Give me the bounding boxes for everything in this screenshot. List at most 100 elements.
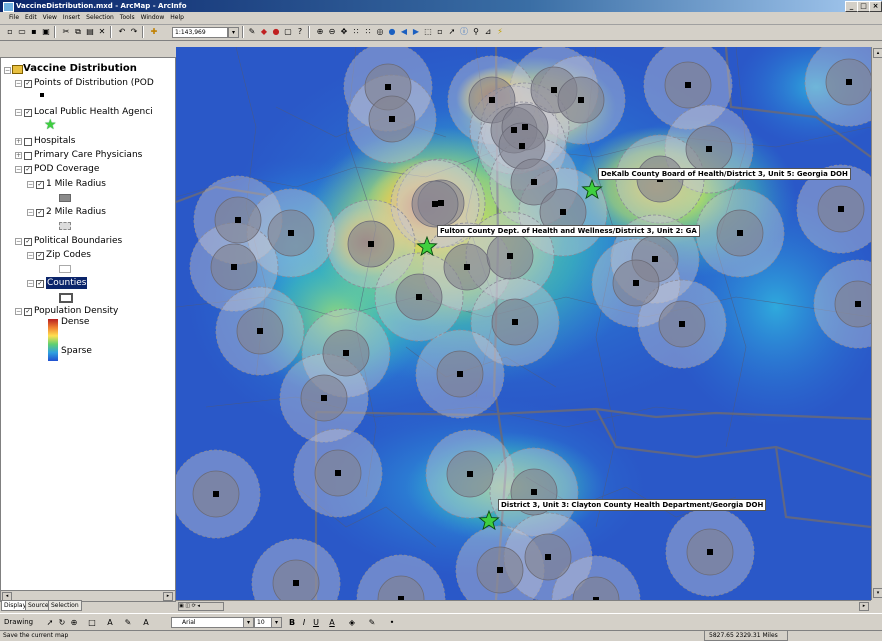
layer-local-public-health[interactable]: Local Public Health Agenci <box>34 107 153 117</box>
pod-point[interactable] <box>288 230 294 236</box>
zoom-out-icon[interactable]: ⊖ <box>328 27 336 36</box>
globe-icon[interactable]: ● <box>388 27 396 36</box>
bold-button[interactable]: B <box>288 618 296 627</box>
find-icon[interactable]: ⚲ <box>473 27 479 36</box>
pod-point[interactable] <box>531 179 537 185</box>
pod-point[interactable] <box>213 491 219 497</box>
layer-hospitals[interactable]: Hospitals <box>34 136 76 146</box>
font-chevron-down-icon[interactable]: ▾ <box>243 617 254 628</box>
print-icon[interactable]: ▣ <box>42 27 50 36</box>
expander-density[interactable]: − <box>15 308 22 315</box>
dataframe-label[interactable]: Vaccine Distribution <box>23 63 137 74</box>
menu-insert[interactable]: Insert <box>62 14 81 21</box>
pod-point[interactable] <box>512 319 518 325</box>
editor-icon[interactable]: ✎ <box>248 27 256 36</box>
pod-point[interactable] <box>685 82 691 88</box>
pod-point[interactable] <box>633 280 639 286</box>
layer-political-boundaries[interactable]: Political Boundaries <box>34 236 123 246</box>
back-icon[interactable]: ◀ <box>400 27 408 36</box>
open-icon[interactable]: ▭ <box>18 27 26 36</box>
menu-help[interactable]: Help <box>170 14 184 21</box>
arccatalog-icon[interactable]: ● <box>272 27 280 36</box>
pan-icon[interactable]: ✥ <box>340 27 348 36</box>
pod-point[interactable] <box>321 395 327 401</box>
checkbox-pods[interactable]: ✓ <box>24 80 32 88</box>
add-data-icon[interactable]: ✚ <box>150 27 158 36</box>
redo-icon[interactable]: ↷ <box>130 27 138 36</box>
pod-point[interactable] <box>457 371 463 377</box>
undo-icon[interactable]: ↶ <box>118 27 126 36</box>
menu-edit[interactable]: Edit <box>25 14 37 21</box>
pod-point[interactable] <box>416 294 422 300</box>
pod-point[interactable] <box>679 321 685 327</box>
checkbox-primary-care[interactable] <box>24 152 32 160</box>
full-extent-icon[interactable]: ◎ <box>376 27 384 36</box>
scroll-right-map-icon[interactable]: ▸ <box>859 602 869 611</box>
pod-point[interactable] <box>343 350 349 356</box>
python-icon[interactable]: ▢ <box>284 27 292 36</box>
pod-point[interactable] <box>652 256 658 262</box>
layer-points-of-distribution[interactable]: Points of Distribution (POD <box>34 78 154 88</box>
health-agency-star-icon[interactable] <box>416 235 438 257</box>
layer-primary-care-physicians[interactable]: Primary Care Physicians <box>34 150 143 160</box>
layer-1-mile-radius[interactable]: 1 Mile Radius <box>46 179 106 189</box>
rotate-icon[interactable]: ↻ <box>58 618 66 627</box>
pod-point[interactable] <box>706 146 712 152</box>
pod-point[interactable] <box>737 230 743 236</box>
menu-file[interactable]: File <box>9 14 20 21</box>
font-size-select[interactable]: 10 <box>254 617 272 628</box>
pod-point[interactable] <box>398 596 404 600</box>
close-button[interactable]: × <box>869 1 882 12</box>
callout-icon[interactable]: ✎ <box>124 618 132 627</box>
italic-button[interactable]: I <box>302 618 306 627</box>
pod-point[interactable] <box>231 264 237 270</box>
pod-point[interactable] <box>432 201 438 207</box>
checkbox-hospitals[interactable] <box>24 138 32 146</box>
expander-pods[interactable]: − <box>15 80 22 87</box>
pod-point[interactable] <box>438 200 444 206</box>
paste-icon[interactable]: ▤ <box>86 27 94 36</box>
underline-button[interactable]: U <box>313 618 319 627</box>
pod-point[interactable] <box>467 471 473 477</box>
pod-point[interactable] <box>235 217 241 223</box>
layer-population-density[interactable]: Population Density <box>34 306 119 316</box>
pod-point[interactable] <box>593 597 599 600</box>
cut-icon[interactable]: ✂ <box>62 27 70 36</box>
expander-pod-coverage[interactable]: − <box>15 166 22 173</box>
layer-pod-coverage[interactable]: POD Coverage <box>34 164 100 174</box>
scroll-up-icon[interactable]: ▴ <box>873 48 882 58</box>
menu-tools[interactable]: Tools <box>119 14 135 21</box>
pod-point[interactable] <box>578 97 584 103</box>
arctoolbox-icon[interactable]: ◆ <box>260 27 268 36</box>
select-arrow-icon[interactable]: ➚ <box>46 618 54 627</box>
pod-point[interactable] <box>855 301 861 307</box>
pod-point[interactable] <box>511 127 517 133</box>
scroll-right-icon[interactable]: ▸ <box>163 592 173 601</box>
expander-health-agencies[interactable]: − <box>15 109 22 116</box>
callout-dekalb[interactable]: DeKalb County Board of Health/District 3… <box>598 168 851 180</box>
chevron-down-icon[interactable]: ▾ <box>228 27 239 38</box>
pod-point[interactable] <box>293 580 299 586</box>
layer-zip-codes[interactable]: Zip Codes <box>46 250 91 260</box>
expander-political[interactable]: − <box>15 238 22 245</box>
layer-counties[interactable]: Counties <box>44 276 89 290</box>
font-color-a-icon[interactable]: A <box>143 618 149 627</box>
rectangle-icon[interactable]: □ <box>88 618 96 627</box>
map-scale-input[interactable]: 1:143,969 <box>172 27 228 38</box>
pod-point[interactable] <box>368 241 374 247</box>
pod-point[interactable] <box>257 328 263 334</box>
expander-1-mile[interactable]: − <box>27 181 34 188</box>
checkbox-1-mile[interactable]: ✓ <box>36 181 44 189</box>
expander-zip[interactable]: − <box>27 252 34 259</box>
toc-scrollbar[interactable]: ◂ ▸ <box>0 590 176 602</box>
pod-point[interactable] <box>519 143 525 149</box>
text-icon[interactable]: A <box>107 618 113 627</box>
pod-point[interactable] <box>545 554 551 560</box>
copy-icon[interactable]: ⧉ <box>75 27 81 36</box>
pod-point[interactable] <box>551 87 557 93</box>
pod-point[interactable] <box>846 79 852 85</box>
pod-point[interactable] <box>389 116 395 122</box>
expander-hospitals[interactable]: + <box>15 138 22 145</box>
tab-selection[interactable]: Selection <box>48 600 82 611</box>
pod-point[interactable] <box>507 253 513 259</box>
